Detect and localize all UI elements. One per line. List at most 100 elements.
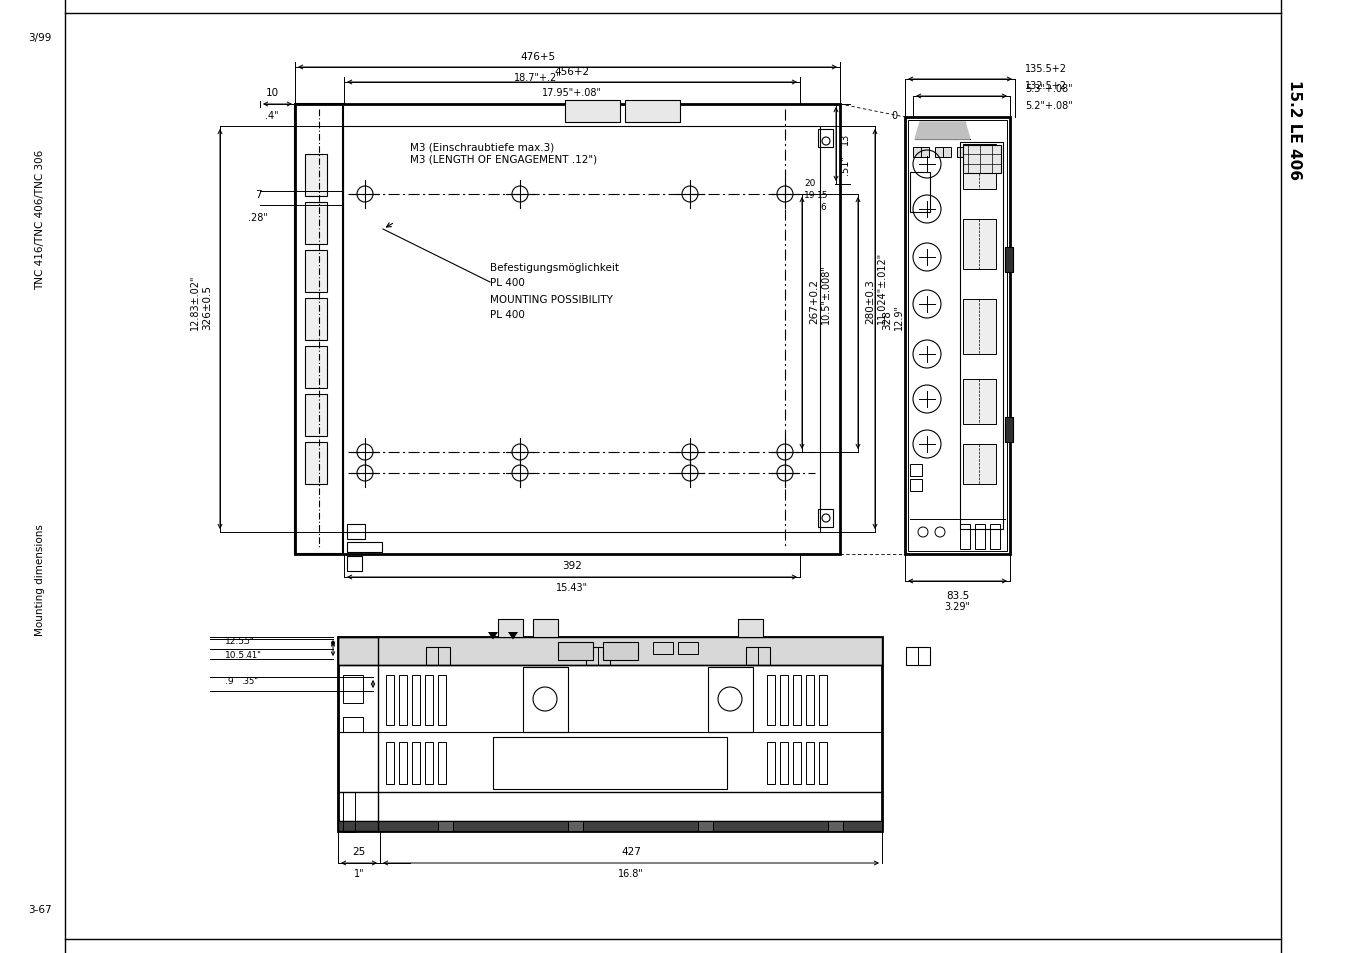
Bar [962, 145, 996, 190]
Text: 16.8": 16.8" [618, 868, 643, 878]
Bar [425, 742, 433, 784]
Text: 0: 0 [891, 111, 896, 121]
Bar [913, 148, 929, 158]
Text: PL 400: PL 400 [490, 277, 525, 288]
Text: 328: 328 [882, 310, 892, 330]
Bar [347, 524, 365, 539]
Text: 83.5: 83.5 [946, 590, 969, 600]
Bar [586, 647, 610, 665]
Polygon shape [489, 633, 498, 639]
Bar [565, 101, 621, 123]
Bar [533, 619, 559, 638]
Polygon shape [507, 633, 518, 639]
Bar [295, 105, 840, 555]
Bar [962, 220, 996, 270]
Text: 135.5+2: 135.5+2 [1026, 64, 1067, 74]
Bar [793, 676, 801, 725]
Bar [295, 105, 343, 555]
Text: 12.9": 12.9" [894, 304, 905, 330]
Text: 267+0.2: 267+0.2 [809, 278, 818, 324]
Text: .5": .5" [242, 637, 253, 646]
Bar [699, 821, 713, 831]
Text: 280±0.3: 280±0.3 [865, 279, 875, 324]
Bar [793, 742, 801, 784]
Text: 1": 1" [354, 868, 365, 878]
Text: .4": .4" [265, 111, 279, 121]
Text: .9: .9 [225, 677, 234, 686]
Bar [437, 821, 454, 831]
Bar [708, 667, 752, 732]
Text: 15: 15 [817, 191, 829, 199]
Text: 17.95"+.08": 17.95"+.08" [542, 88, 602, 98]
Bar [653, 642, 673, 655]
Bar [306, 298, 327, 340]
Text: Befestigungsmöglichkeit: Befestigungsmöglichkeit [490, 263, 619, 273]
Bar [412, 742, 420, 784]
Bar [338, 821, 882, 831]
Bar [343, 718, 363, 732]
Bar [568, 821, 583, 831]
Bar [957, 148, 973, 158]
Text: 427: 427 [621, 846, 641, 856]
Text: 10.5: 10.5 [225, 650, 245, 659]
Bar [767, 742, 775, 784]
Bar [306, 251, 327, 293]
Bar [818, 130, 833, 148]
Text: 10.5"±.008": 10.5"±.008" [821, 264, 830, 324]
Bar [906, 647, 930, 665]
Text: .35": .35" [241, 677, 258, 686]
Text: 15.43": 15.43" [556, 582, 588, 593]
Bar [306, 154, 327, 196]
Bar [306, 347, 327, 389]
Text: .41": .41" [244, 650, 261, 659]
Bar [910, 464, 922, 476]
Text: 3/99: 3/99 [28, 33, 51, 43]
Bar [306, 442, 327, 484]
Bar [493, 738, 727, 789]
Bar [338, 638, 882, 665]
Text: 25: 25 [353, 846, 366, 856]
Bar [806, 676, 814, 725]
Text: 12.5: 12.5 [225, 637, 245, 646]
Bar [425, 676, 433, 725]
Bar [306, 203, 327, 245]
Text: PL 400: PL 400 [490, 310, 525, 319]
Bar [818, 510, 833, 527]
Bar [343, 127, 820, 533]
Text: 5.2"+.08": 5.2"+.08" [1026, 101, 1073, 111]
Bar [960, 143, 1003, 530]
Bar [338, 638, 378, 831]
Bar [347, 557, 362, 572]
Bar [746, 647, 770, 665]
Bar [386, 676, 394, 725]
Text: 456+2: 456+2 [555, 67, 590, 77]
Bar [559, 642, 594, 660]
Bar [437, 676, 446, 725]
Text: 12.83±.02": 12.83±.02" [190, 274, 201, 330]
Bar [386, 742, 394, 784]
Bar [806, 742, 814, 784]
Bar [767, 676, 775, 725]
Text: 15.2 LE 406: 15.2 LE 406 [1288, 80, 1303, 180]
Text: 3-67: 3-67 [28, 904, 51, 914]
Bar [975, 524, 985, 550]
Bar [398, 742, 406, 784]
Bar [347, 542, 382, 553]
Bar [960, 524, 970, 550]
Text: MOUNTING POSSIBILITY: MOUNTING POSSIBILITY [490, 294, 612, 305]
Bar [910, 479, 922, 492]
Text: 20: 20 [805, 178, 816, 188]
Bar [909, 121, 1007, 552]
Bar [524, 667, 568, 732]
Bar [991, 524, 1000, 550]
Bar [905, 118, 1010, 555]
Text: M3 (Einschraubtiefe max.3): M3 (Einschraubtiefe max.3) [411, 142, 555, 152]
Bar [910, 172, 930, 213]
Bar [962, 299, 996, 355]
Text: 3.29": 3.29" [945, 601, 970, 612]
Text: 6: 6 [820, 202, 826, 212]
Bar [738, 619, 763, 638]
Text: 18.7"+.2": 18.7"+.2" [514, 73, 561, 83]
Bar [818, 742, 826, 784]
Bar [343, 792, 355, 832]
